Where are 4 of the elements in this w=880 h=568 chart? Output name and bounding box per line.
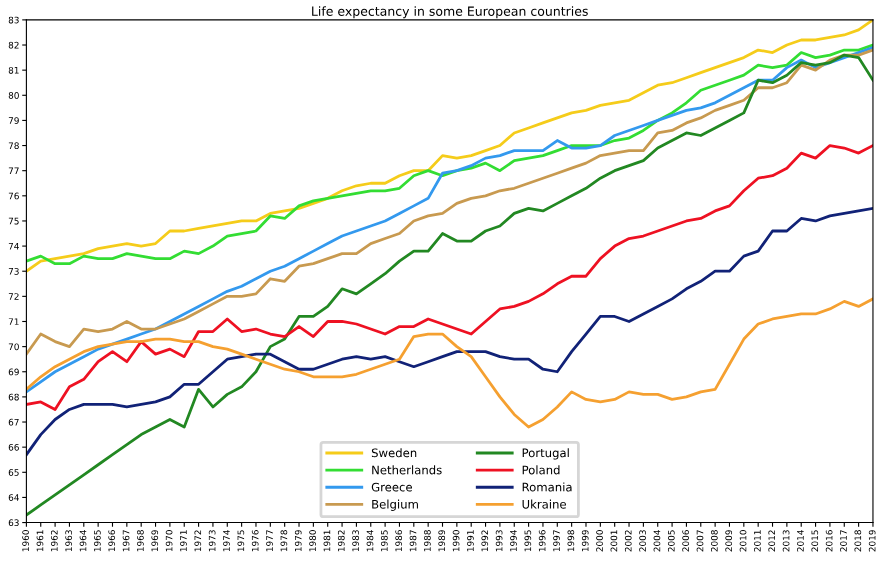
- line-series: [26, 207, 873, 457]
- line-series: [26, 297, 873, 429]
- line-series: [26, 144, 873, 411]
- line-series: [26, 53, 873, 517]
